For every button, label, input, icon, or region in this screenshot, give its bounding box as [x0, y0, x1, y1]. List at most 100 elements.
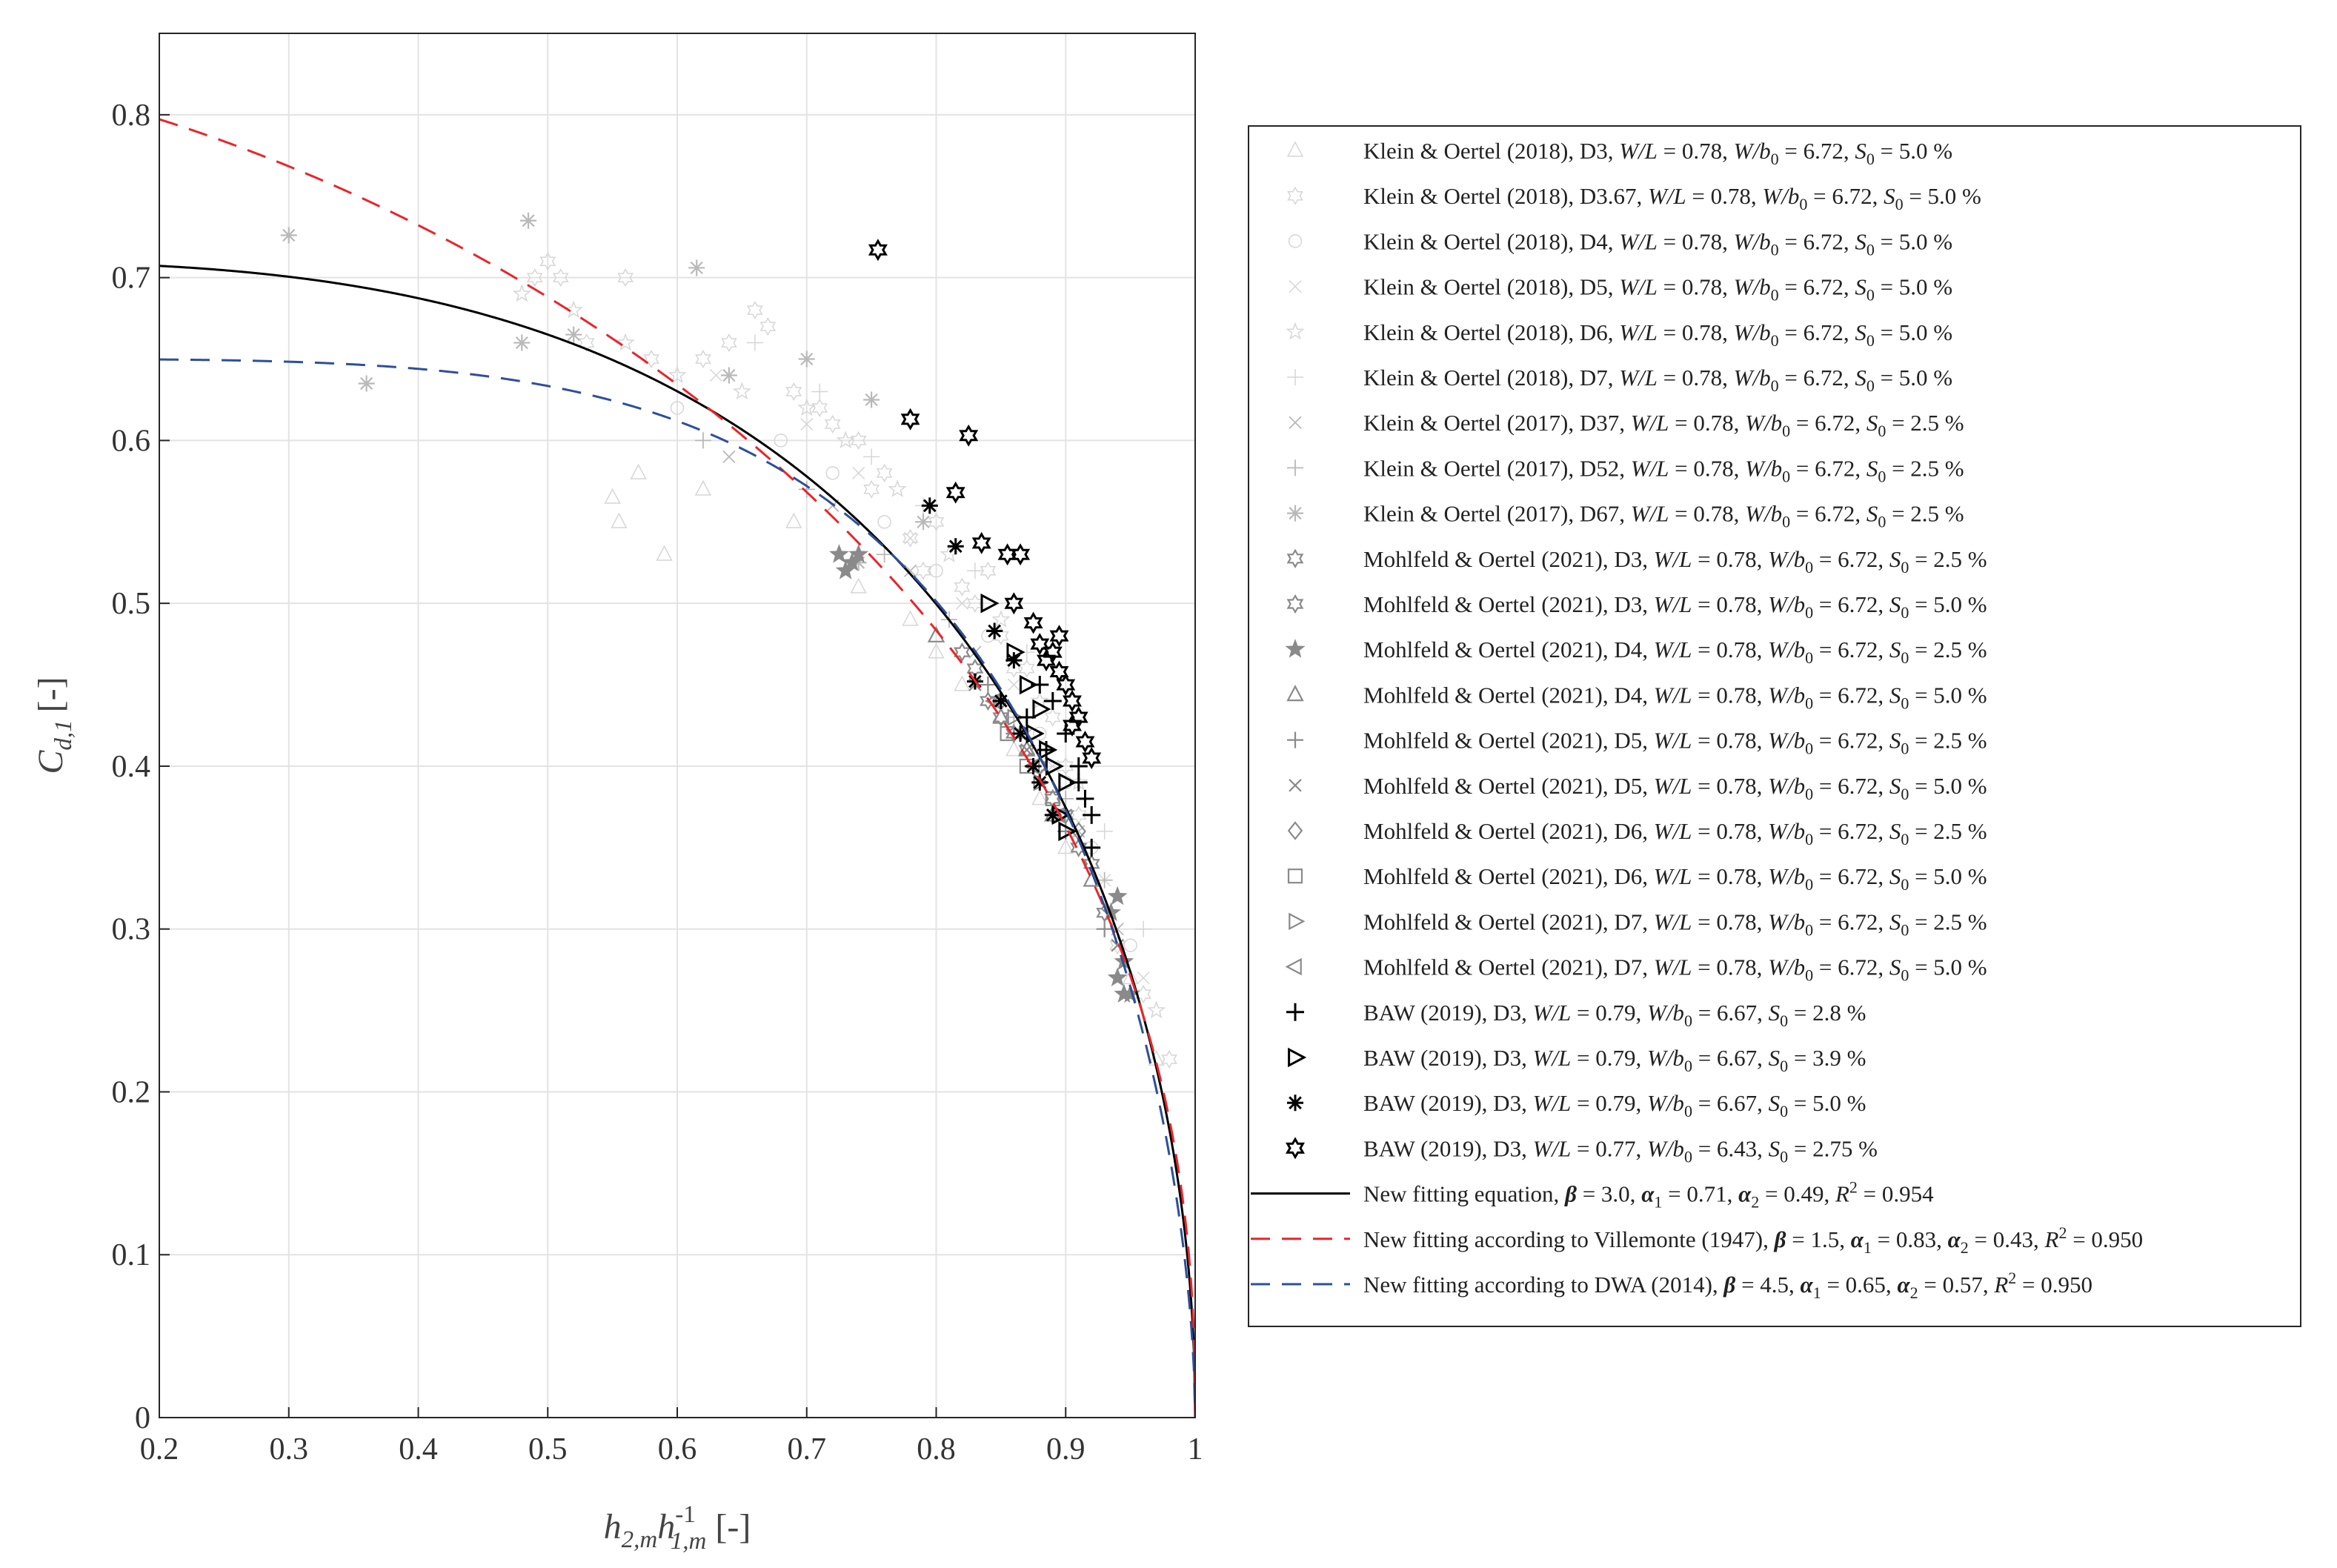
- data-point: [1005, 740, 1023, 757]
- data-point: [876, 546, 893, 563]
- legend-text-part: W/L: [1619, 228, 1658, 254]
- legend-text-part: = 0.83,: [1872, 1226, 1948, 1252]
- data-point: [992, 707, 1010, 724]
- legend-text-part: = 2.5 %: [1886, 410, 1964, 436]
- data-point: [915, 514, 932, 531]
- legend-text-part: 0: [1684, 1147, 1692, 1166]
- legend-text-part: 2: [2058, 1223, 2067, 1242]
- x-tick-label: 1: [1188, 1432, 1203, 1466]
- x-tick-label: 0.8: [917, 1432, 956, 1466]
- legend-text-part: W/b: [1734, 274, 1771, 300]
- legend-text-part: Mohlfeld & Oertel (2021), D5,: [1363, 728, 1654, 754]
- legend-entry: Klein & Oertel (2018), D3.67, W/L = 0.78…: [1363, 183, 1981, 213]
- legend-text-part: W/L: [1631, 410, 1669, 436]
- legend-text-part: S: [1889, 863, 1901, 889]
- legend-text-part: W/b: [1734, 319, 1771, 345]
- data-point: [1123, 938, 1137, 952]
- legend-text-part: Klein & Oertel (2018), D3,: [1363, 138, 1619, 164]
- data-point: [720, 367, 737, 384]
- legend-text-part: W/b: [1762, 183, 1799, 209]
- data-point: [955, 597, 968, 610]
- legend-text-part: = 0.71,: [1662, 1181, 1738, 1207]
- data-point: [564, 300, 583, 319]
- data-point: [1082, 747, 1102, 769]
- legend-text-part: = 5.0 %: [1875, 319, 1952, 345]
- legend-text-part: 2: [1961, 1238, 1969, 1257]
- legend-text-part: W/L: [1654, 637, 1692, 662]
- legend-text-part: 0: [1901, 694, 1909, 712]
- data-point: [1147, 1000, 1166, 1019]
- legend-text-part: W/L: [1654, 908, 1692, 934]
- legend-marker: [1286, 141, 1304, 157]
- legend-text-part: 0: [1805, 920, 1813, 939]
- legend-entry: Klein & Oertel (2018), D3, W/L = 0.78, W…: [1363, 138, 1952, 168]
- data-point: [1070, 837, 1088, 857]
- legend-text-part: Mohlfeld & Oertel (2021), D3,: [1363, 591, 1654, 617]
- data-point: [513, 334, 531, 351]
- legend-entry: Mohlfeld & Oertel (2021), D5, W/L = 0.78…: [1363, 773, 1987, 803]
- data-point: [947, 538, 964, 555]
- legend-marker: [1286, 1137, 1305, 1160]
- legend-text-part: = 6.72,: [1807, 183, 1884, 209]
- data-point: [904, 531, 917, 545]
- legend-text-part: W/b: [1647, 1000, 1684, 1026]
- data-point: [1007, 678, 1020, 691]
- legend-text-part: α: [1897, 1272, 1910, 1298]
- data-point: [929, 563, 943, 578]
- legend-text-part: = 6.72,: [1779, 228, 1855, 254]
- legend-marker: [1285, 957, 1302, 976]
- y-axis-ticks: 0 0.1 0.2 0.3 0.4 0.5 0.6 0.7 0.8: [112, 99, 170, 1435]
- data-point: [798, 351, 815, 368]
- legend-text-part: = 5.0 %: [1904, 183, 1981, 209]
- legend-entry: Mohlfeld & Oertel (2021), D7, W/L = 0.78…: [1363, 954, 1987, 985]
- data-point: [1057, 838, 1074, 854]
- legend-text-part: W/b: [1768, 863, 1805, 889]
- data-point: [850, 431, 867, 450]
- legend-text-part: W/b: [1647, 1045, 1684, 1071]
- y-tick-label: 0.1: [112, 1238, 151, 1272]
- data-point: [1044, 806, 1061, 823]
- data-point: [1025, 757, 1042, 774]
- legend-text-part: = 6.72,: [1779, 365, 1855, 391]
- legend-text-part: 1: [1864, 1238, 1872, 1257]
- legend-text-part: BAW (2019), D3,: [1363, 1000, 1533, 1026]
- data-point: [811, 383, 828, 400]
- legend-text-part: = 4.5,: [1735, 1272, 1800, 1298]
- legend-text-part: = 3.9 %: [1788, 1045, 1866, 1071]
- legend-text-part: R: [2044, 1226, 2059, 1252]
- legend-text-part: = 0.78,: [1692, 728, 1768, 754]
- legend-text-part: S: [1889, 728, 1901, 754]
- legend-text-part: S: [1889, 682, 1901, 708]
- legend-text-part: W/L: [1533, 1000, 1572, 1026]
- legend-text-part: W/b: [1768, 546, 1805, 572]
- data-point: [709, 368, 722, 382]
- x-tick-label: 0.6: [658, 1432, 697, 1466]
- legend-text-part: 0: [1866, 331, 1875, 350]
- data-point: [1122, 969, 1139, 985]
- legend-entry: Klein & Oertel (2017), D37, W/L = 0.78, …: [1363, 410, 1964, 440]
- data-point: [1023, 611, 1043, 634]
- legend-text-part: S: [1855, 319, 1866, 345]
- legend-text-part: = 2.5 %: [1909, 637, 1987, 662]
- legend-text-part: = 0.78,: [1692, 818, 1768, 844]
- data-point: [1006, 642, 1025, 662]
- data-point: [836, 431, 855, 449]
- legend-text-part: 0: [1805, 875, 1813, 894]
- legend-marker: [1288, 1047, 1307, 1068]
- data-point: [825, 466, 840, 480]
- data-point: [1107, 886, 1128, 906]
- legend-text-part: W/L: [1533, 1045, 1572, 1071]
- legend-text-part: W/b: [1745, 455, 1782, 481]
- legend-marker: [1289, 416, 1302, 429]
- data-point: [1096, 871, 1113, 888]
- legend-text-part: = 0.78,: [1669, 455, 1745, 481]
- data-point: [863, 391, 880, 408]
- x-label-unit: [-]: [715, 1507, 751, 1547]
- legend-text-part: 0: [1901, 830, 1909, 848]
- legend-text-part: Mohlfeld & Oertel (2021), D6,: [1363, 818, 1654, 844]
- x-tick-label: 0.4: [399, 1432, 438, 1466]
- legend-text-part: = 0.950: [2016, 1272, 2092, 1298]
- legend-entry: BAW (2019), D3, W/L = 0.79, W/b0 = 6.67,…: [1363, 1045, 1866, 1075]
- y-label-sub: d,1: [50, 720, 77, 750]
